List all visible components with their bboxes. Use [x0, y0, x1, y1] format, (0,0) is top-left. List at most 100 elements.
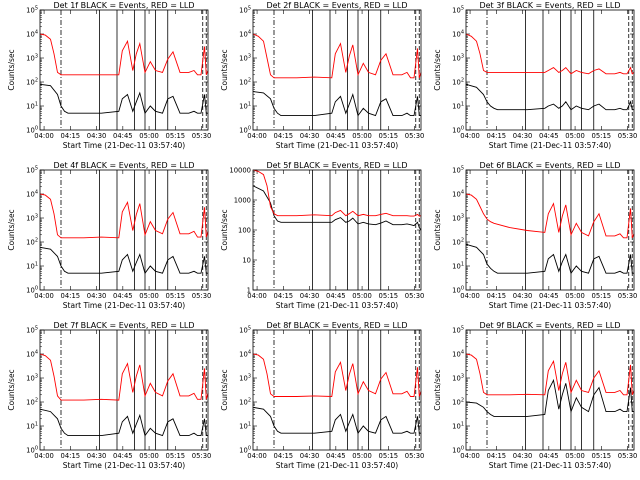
- x-tick-label: 04:00: [34, 452, 54, 460]
- x-tick-label: 05:15: [379, 132, 399, 140]
- chart-title: Det 8f BLACK = Events, RED = LLD: [266, 321, 407, 330]
- y-tick-label: 102: [452, 398, 464, 407]
- x-tick-label: 04:30: [300, 452, 320, 460]
- plot-frame: [465, 329, 635, 451]
- y-tick-label: 105: [452, 326, 464, 335]
- plot-frame: [465, 169, 635, 291]
- y-tick-label: 101: [452, 262, 464, 271]
- x-tick-label: 04:30: [300, 292, 320, 300]
- y-tick-label: 105: [26, 166, 38, 175]
- y-tick-label: 102: [26, 238, 38, 247]
- x-tick-label: 05:15: [379, 452, 399, 460]
- x-tick-label: 05:30: [192, 292, 212, 300]
- x-tick-label: 05:15: [592, 452, 612, 460]
- y-tick-label: 101: [239, 422, 251, 431]
- y-tick-label: 105: [26, 6, 38, 15]
- lld-series-line: [465, 193, 635, 239]
- events-series-line: [252, 91, 421, 117]
- y-axis-label: Counts/sec: [220, 369, 229, 410]
- y-tick-label: 102: [26, 78, 38, 87]
- x-tick-label: 04:45: [539, 132, 559, 140]
- x-axis-label: Start Time (21-Dec-11 03:57:40): [489, 141, 611, 150]
- x-tick-label: 04:30: [87, 452, 107, 460]
- y-tick-label: 105: [239, 326, 251, 335]
- lld-series-line: [39, 193, 209, 239]
- y-tick-label: 104: [452, 190, 464, 199]
- x-tick-label: 05:00: [352, 452, 372, 460]
- x-tick-label: 05:15: [592, 292, 612, 300]
- x-tick-label: 04:00: [460, 452, 480, 460]
- plot-frame: [39, 169, 209, 291]
- lld-series-line: [252, 353, 422, 397]
- y-tick-label: 104: [239, 350, 251, 359]
- x-tick-label: 05:30: [405, 132, 425, 140]
- lld-series-line: [465, 353, 635, 396]
- y-tick-label: 104: [452, 350, 464, 359]
- x-tick-label: 05:15: [379, 292, 399, 300]
- y-tick-label: 100: [26, 286, 38, 295]
- y-axis-label: Counts/sec: [433, 209, 442, 250]
- y-tick-label: 101: [26, 102, 38, 111]
- x-tick-label: 05:00: [565, 132, 585, 140]
- chart-panel-det-2f: Det 2f BLACK = Events, RED = LLD Counts/s…: [220, 1, 424, 150]
- y-tick-label: 104: [26, 190, 38, 199]
- y-tick-label: 103: [239, 374, 251, 383]
- y-tick-label: 101: [239, 102, 251, 111]
- y-tick-label: 100: [452, 446, 464, 455]
- y-tick-label: 103: [452, 54, 464, 63]
- y-axis-label: Counts/sec: [220, 209, 229, 250]
- y-tick-label: 100: [26, 126, 38, 135]
- y-tick-label: 100: [239, 446, 251, 455]
- x-tick-label: 05:30: [192, 132, 212, 140]
- y-tick-label: 103: [239, 54, 251, 63]
- x-tick-label: 05:00: [139, 132, 159, 140]
- y-tick-label: 102: [239, 398, 251, 407]
- x-axis-label: Start Time (21-Dec-11 03:57:40): [63, 141, 185, 150]
- events-series-line: [252, 406, 421, 435]
- chart-title: Det 5f BLACK = Events, RED = LLD: [266, 161, 407, 170]
- x-tick-label: 04:15: [61, 292, 81, 300]
- x-tick-label: 04:00: [247, 452, 267, 460]
- y-axis-label: Counts/sec: [433, 369, 442, 410]
- x-axis-label: Start Time (21-Dec-11 03:57:40): [276, 461, 398, 470]
- lld-series-line: [465, 33, 635, 75]
- y-tick-label: 102: [452, 78, 464, 87]
- x-tick-label: 04:15: [487, 452, 507, 460]
- y-tick-label: 10000: [229, 167, 251, 175]
- x-tick-label: 04:45: [113, 292, 133, 300]
- x-tick-label: 05:00: [565, 452, 585, 460]
- x-tick-label: 04:45: [539, 452, 559, 460]
- plot-frame: [252, 169, 422, 291]
- x-tick-label: 05:15: [166, 452, 186, 460]
- y-tick-label: 100: [452, 126, 464, 135]
- x-tick-label: 04:00: [34, 132, 54, 140]
- y-tick-label: 1: [247, 287, 251, 295]
- x-tick-label: 04:15: [487, 132, 507, 140]
- x-axis-label: Start Time (21-Dec-11 03:57:40): [63, 461, 185, 470]
- x-tick-label: 05:30: [618, 452, 638, 460]
- y-tick-label: 102: [452, 238, 464, 247]
- y-tick-label: 103: [26, 214, 38, 223]
- x-tick-label: 04:30: [87, 292, 107, 300]
- x-axis-label: Start Time (21-Dec-11 03:57:40): [276, 301, 398, 310]
- lld-series-line: [252, 33, 422, 79]
- x-tick-label: 04:45: [326, 292, 346, 300]
- x-tick-label: 05:15: [166, 132, 186, 140]
- y-tick-label: 104: [26, 30, 38, 39]
- x-tick-label: 05:00: [139, 292, 159, 300]
- y-axis-label: Counts/sec: [433, 49, 442, 90]
- x-tick-label: 04:45: [326, 132, 346, 140]
- y-tick-label: 1000: [234, 197, 251, 205]
- x-tick-label: 04:15: [274, 292, 294, 300]
- y-tick-label: 103: [452, 214, 464, 223]
- x-tick-label: 05:00: [352, 292, 372, 300]
- x-tick-label: 05:00: [139, 452, 159, 460]
- x-tick-label: 04:15: [274, 132, 294, 140]
- x-tick-label: 04:30: [513, 292, 533, 300]
- x-tick-label: 04:45: [113, 452, 133, 460]
- y-tick-label: 104: [239, 30, 251, 39]
- y-tick-label: 105: [452, 166, 464, 175]
- x-tick-label: 04:15: [61, 452, 81, 460]
- chart-panel-det-5f: Det 5f BLACK = Events, RED = LLD Counts/s…: [220, 161, 424, 310]
- x-tick-label: 05:30: [618, 292, 638, 300]
